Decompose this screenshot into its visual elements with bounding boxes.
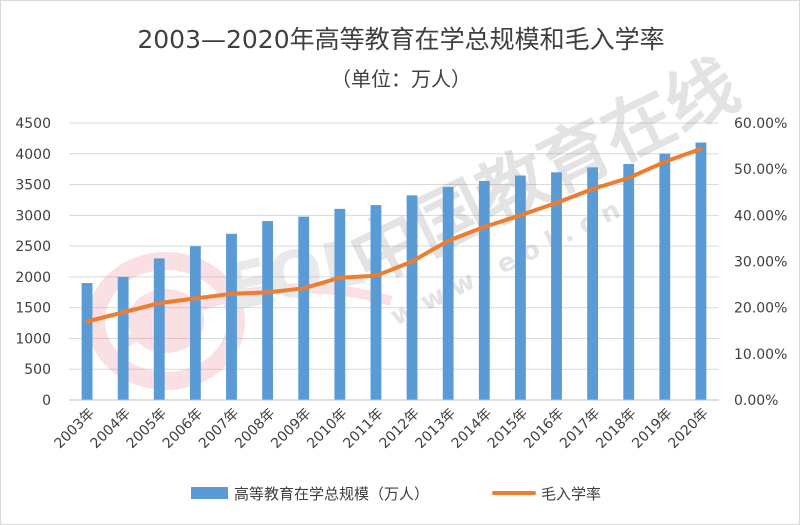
bar [153, 258, 165, 400]
bar [623, 164, 635, 400]
bar [117, 276, 129, 400]
legend-line-label: 毛入学率 [541, 485, 601, 503]
bar [189, 246, 201, 400]
bar [370, 205, 382, 400]
gridlines [69, 122, 719, 401]
y-axis-right: 0.00% 10.00% 20.00% 30.00% 40.00% 50.00% 60.00… [734, 116, 787, 409]
x-tick-label: 2020年 [665, 406, 711, 452]
y-left-tick-label: 1500 [15, 301, 51, 317]
y-right-tick-label: 0.00% [734, 393, 778, 409]
bar [442, 187, 454, 400]
x-axis: 2003年2004年2005年2006年2007年2008年2009年2010年… [51, 399, 719, 452]
bar [298, 216, 310, 400]
bar [406, 195, 418, 400]
y-left-tick-label: 3500 [15, 178, 51, 194]
y-left-tick-label: 500 [24, 362, 51, 378]
y-right-tick-label: 20.00% [734, 301, 787, 317]
bar [551, 172, 562, 400]
y-right-tick-label: 50.00% [734, 162, 787, 178]
y-right-tick-label: 60.00% [734, 116, 787, 132]
y-left-tick-label: 2000 [15, 270, 51, 286]
legend: 高等教育在学总规模（万人） 毛入学率 [191, 485, 601, 503]
y-left-tick-label: 4000 [15, 147, 51, 163]
y-left-tick-label: 0 [42, 393, 51, 409]
bar [587, 167, 599, 400]
bar [81, 283, 93, 400]
series-line [85, 146, 703, 324]
y-left-tick-label: 4500 [15, 116, 51, 132]
line-series [85, 146, 703, 324]
bar-series [81, 142, 707, 400]
legend-bar-label: 高等教育在学总规模（万人） [234, 485, 429, 503]
bar [334, 208, 346, 400]
y-right-tick-label: 40.00% [734, 208, 787, 224]
y-left-tick-label: 3000 [15, 208, 51, 224]
y-right-tick-label: 30.00% [734, 255, 787, 271]
bar [478, 180, 490, 400]
chart-title: 2003—2020年高等教育在学总规模和毛入学率 [137, 25, 664, 54]
chart-subtitle: （单位：万人） [331, 67, 471, 91]
bar [514, 175, 526, 400]
bar [659, 153, 671, 400]
bar [695, 142, 707, 400]
y-left-tick-label: 2500 [15, 239, 51, 255]
y-axis-left: 0 500 1000 1500 2000 2500 3000 3500 4000 4500 [15, 116, 51, 409]
bar [226, 233, 237, 400]
bar [262, 221, 274, 400]
legend-bar-swatch [191, 487, 228, 499]
y-left-tick-label: 1000 [15, 331, 51, 347]
y-right-tick-label: 10.00% [734, 347, 787, 363]
